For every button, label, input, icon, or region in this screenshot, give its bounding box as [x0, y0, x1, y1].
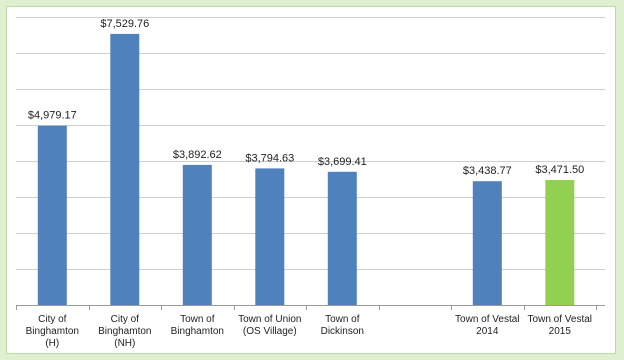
tick-label: Town of Vestal [528, 314, 592, 325]
tick-label: Town of Vestal [455, 314, 519, 325]
tick-label: Town of [325, 314, 360, 325]
tick-label: Binghamton [26, 326, 79, 337]
bar [255, 168, 285, 305]
tick-label: Town of Union [238, 314, 301, 325]
bar [327, 171, 357, 305]
tick-label: City of [111, 314, 140, 325]
tick-label: Town of [180, 314, 215, 325]
bar [110, 33, 140, 306]
data-label: $3,699.41 [318, 156, 367, 168]
tick-label: 2015 [549, 326, 572, 337]
bar [182, 164, 212, 305]
tick-label: (OS Village) [243, 326, 297, 337]
data-label: $3,438.77 [463, 165, 512, 177]
data-label: $3,471.50 [535, 164, 584, 176]
tick-label: City of [38, 314, 67, 325]
data-label: $7,529.76 [100, 18, 149, 30]
tick-label: 2014 [476, 326, 499, 337]
data-label: $4,979.17 [28, 110, 77, 122]
data-label: $3,794.63 [245, 152, 294, 164]
tick-label: Binghamton [171, 326, 224, 337]
chart-frame: $4,979.17 City of Binghamton (H) $7,529.76 Ci… [6, 6, 616, 354]
tick-label: (H) [45, 338, 59, 349]
bar [472, 181, 502, 305]
tick-label: Binghamton [98, 326, 151, 337]
bar [545, 180, 575, 305]
bar [37, 125, 67, 305]
tick-label: (NH) [114, 338, 135, 349]
data-label: $3,892.62 [173, 149, 222, 161]
tick-label: Dickinson [321, 326, 364, 337]
